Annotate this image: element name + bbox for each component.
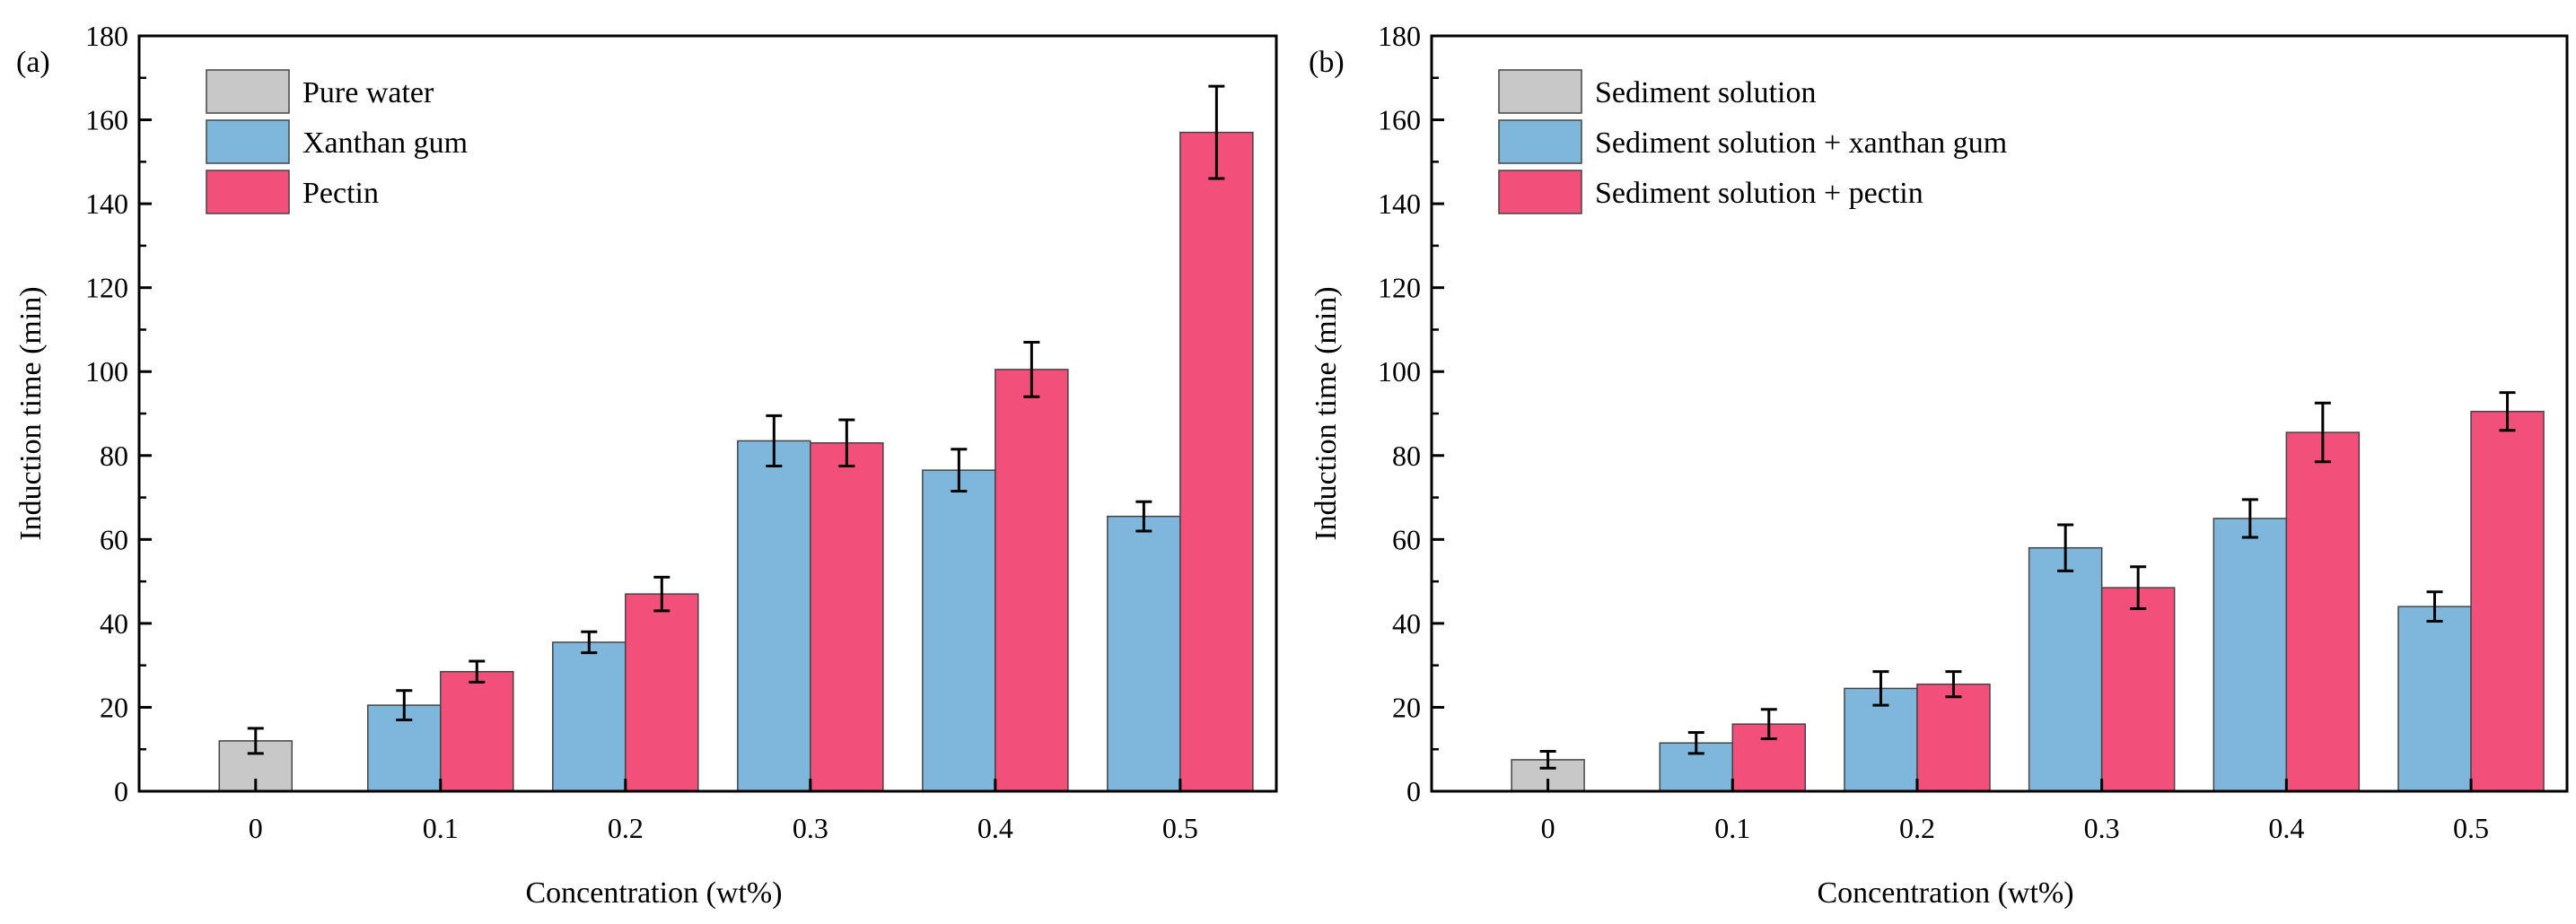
error-bar-0-0 [247,727,264,755]
legend: Pure water Xanthan gum Pectin [206,69,468,214]
error-bar-2-5 [1208,84,1225,180]
legend-swatch-1 [206,119,290,164]
bar-xanthan-3 [2028,546,2103,792]
x-tick-label: 0 [249,812,263,844]
bar-xanthan-5 [2397,606,2472,792]
error-bar-1-4 [951,448,968,493]
error-bar-1-3 [2057,523,2074,572]
y-tick-label: 60 [100,523,128,555]
error-bar-0-0 [1539,750,1556,770]
x-tick-label: 0.4 [2268,812,2304,844]
y-tick-label: 120 [1378,272,1421,304]
error-bar-2-5 [2499,391,2516,432]
legend-swatch-2 [1498,170,1582,214]
error-bar-1-3 [766,414,783,467]
bar-pectin-3 [810,441,884,792]
bar-pectin-4 [994,369,1069,792]
legend-label-2: Sediment solution + pectin [1595,177,1923,210]
y-tick-label: 180 [1378,20,1421,52]
bar-xanthan-4 [2212,518,2288,792]
legend-label-1: Sediment solution + xanthan gum [1595,126,2007,160]
legend-swatch-0 [206,69,290,114]
x-tick-label: 0.1 [423,812,459,844]
y-axis-title: Induction time (min) [1310,286,1343,540]
y-tick-label: 0 [114,775,128,807]
y-tick-label: 120 [85,272,128,304]
bar-pectin-5 [2470,410,2545,792]
error-bar-2-1 [1760,708,1777,741]
y-tick-label: 40 [1392,607,1421,640]
error-bar-1-1 [396,689,413,721]
x-tick-label: 0.5 [1162,812,1198,844]
legend-label-0: Sediment solution [1595,76,1817,109]
x-tick-label: 0.1 [1714,812,1750,844]
y-tick-label: 160 [85,104,128,136]
x-axis-title: Concentration (wt%) [525,876,782,910]
error-bar-2-3 [838,418,855,467]
error-bar-2-3 [2130,565,2147,611]
bar-xanthan-2 [552,641,626,792]
legend-label-2: Pectin [302,177,379,210]
x-tick-label: 0.2 [608,812,644,844]
bar-xanthan-4 [922,469,996,792]
x-tick-label: 0.5 [2453,812,2489,844]
error-bar-1-4 [2241,498,2258,539]
y-tick-label: 140 [1378,187,1421,220]
x-axis-title: Concentration (wt%) [1817,876,2073,910]
y-tick-label: 180 [85,20,128,52]
error-bar-2-1 [469,659,486,684]
panel-label: (b) [1309,46,1345,79]
bar-pectin-1 [440,670,514,792]
legend-label-0: Pure water [302,76,434,109]
x-tick-label: 0.3 [793,812,828,844]
y-tick-label: 160 [1378,104,1421,136]
error-bar-2-2 [653,575,670,613]
y-tick-label: 100 [85,355,128,388]
bar-xanthan-5 [1107,515,1181,792]
y-tick-label: 80 [1392,440,1421,472]
error-bar-1-2 [581,630,598,655]
error-bar-1-2 [1872,670,1889,707]
bar-pectin-2 [1916,683,1991,792]
legend-swatch-2 [206,170,290,214]
x-tick-label: 0.4 [977,812,1013,844]
error-bar-1-5 [1135,500,1152,533]
legend-swatch-1 [1498,119,1582,164]
legend-swatch-0 [1498,69,1582,114]
legend: Sediment solution Sediment solution + xan… [1498,69,2007,214]
y-tick-label: 60 [1392,523,1421,555]
x-tick-label: 0.3 [2084,812,2120,844]
legend-label-1: Xanthan gum [302,126,468,160]
y-tick-label: 40 [100,607,128,640]
y-tick-label: 20 [100,691,128,723]
bar-pectin-4 [2285,431,2361,792]
x-tick-label: 0.2 [1899,812,1935,844]
x-tick-label: 0 [1541,812,1555,844]
y-tick-label: 80 [100,440,128,472]
chart-panel-a: 0 20 40 60 80 100 120 140 160 180 0 0.1 0.2 0.3 0.4 0.5… [14,20,1278,910]
y-tick-label: 100 [1378,355,1421,388]
error-bar-1-1 [1687,731,1704,755]
y-tick-label: 0 [1406,775,1421,807]
bar-pectin-2 [625,593,699,792]
bar-pectin-5 [1179,131,1254,792]
bar-pectin-3 [2100,587,2176,792]
chart-panel-b: 0 20 40 60 80 100 120 140 160 180 0 0.1 0.2 0.3 0.4 0.5… [1309,20,2569,910]
y-tick-label: 20 [1392,691,1421,723]
bar-xanthan-3 [737,440,811,792]
error-bar-2-4 [2314,401,2331,464]
error-bar-2-4 [1023,340,1040,398]
y-axis-title: Induction time (min) [14,286,48,540]
y-tick-label: 140 [85,187,128,220]
error-bar-2-2 [1945,670,1962,699]
error-bar-1-5 [2426,590,2443,623]
panel-label: (a) [16,46,50,79]
